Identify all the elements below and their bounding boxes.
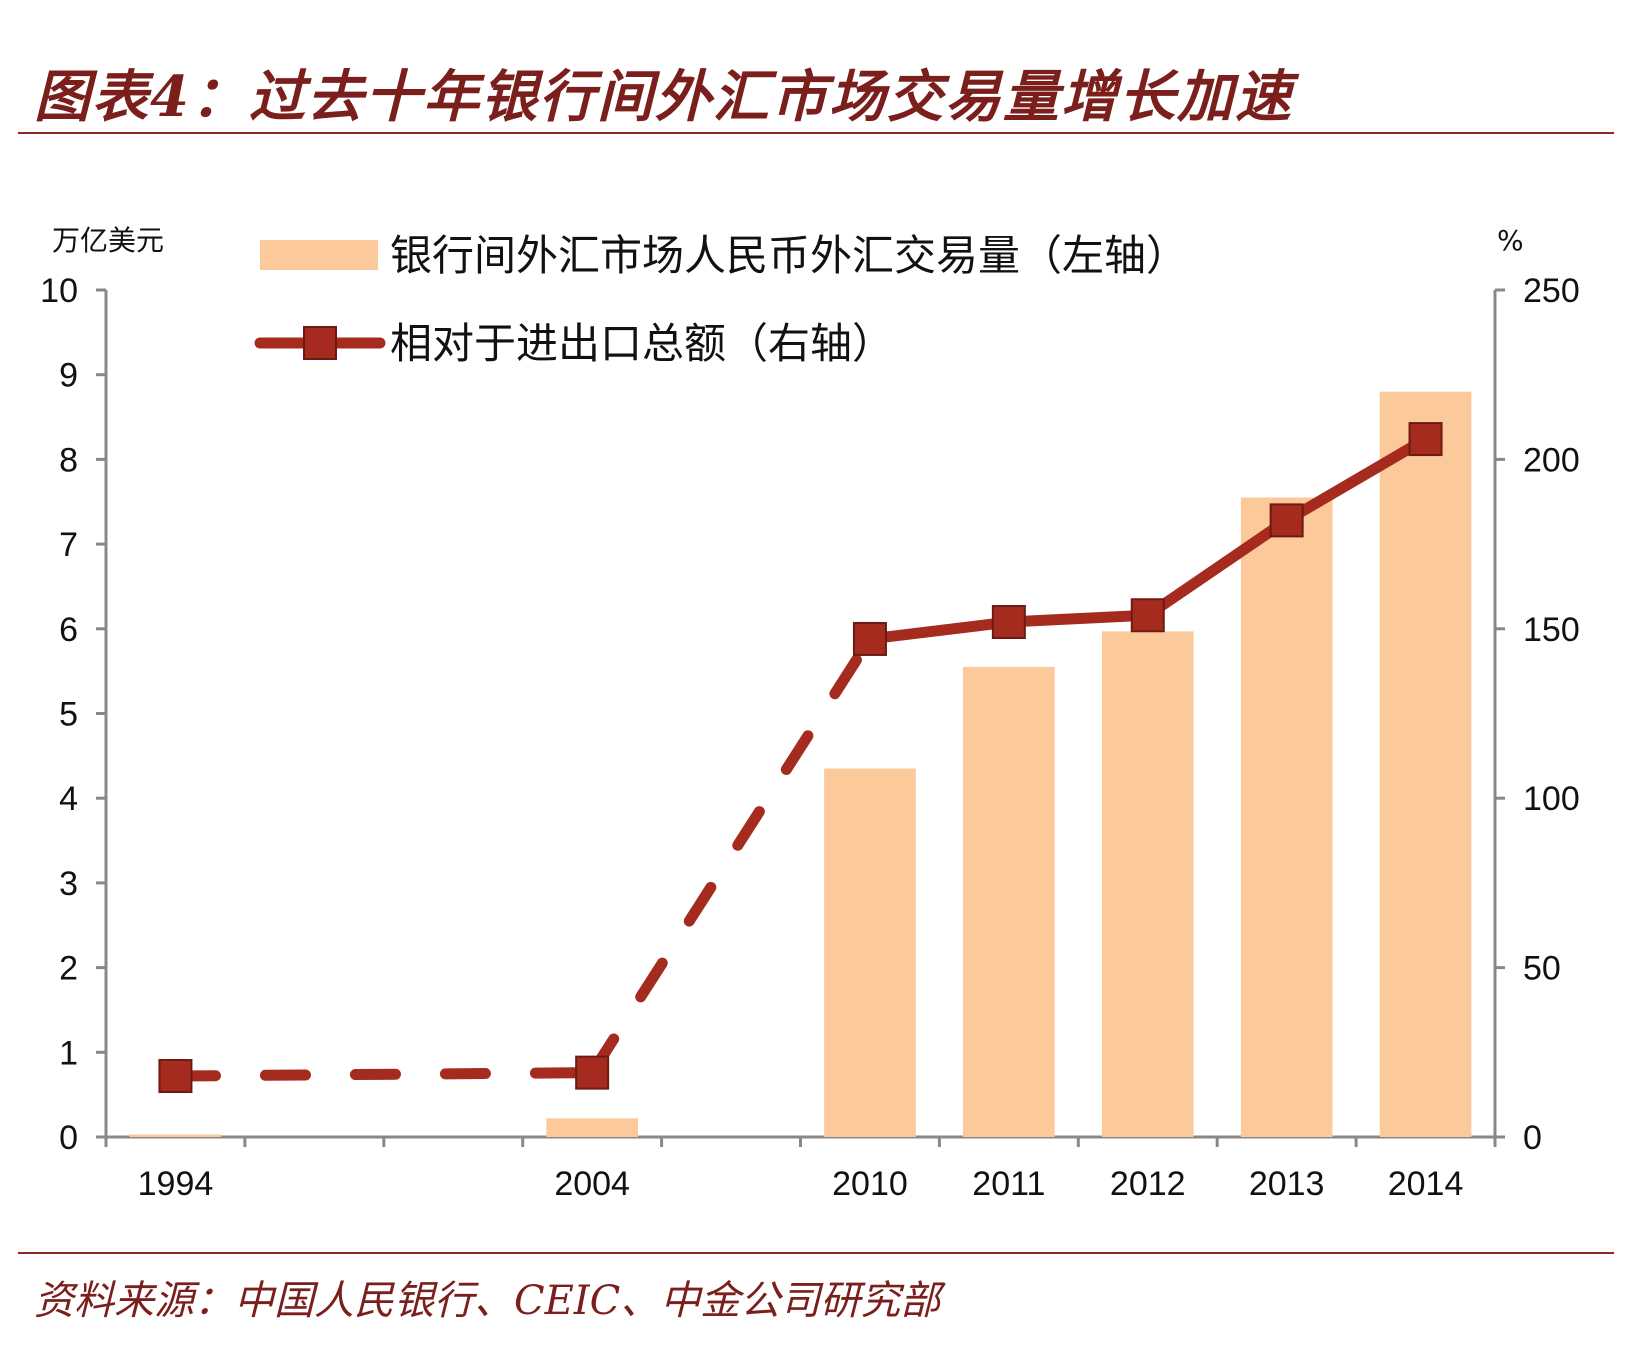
- bar-2010: [824, 768, 916, 1137]
- right-axis-tick-label: 100: [1523, 780, 1580, 818]
- left-axis-tick-label: 7: [59, 526, 78, 564]
- x-axis-tick-label: 1994: [138, 1165, 214, 1203]
- bars-group: [129, 391, 1472, 1137]
- line-segment: [1142, 514, 1293, 621]
- line-segment-dashed: [169, 1067, 598, 1082]
- chart-svg: 0 1 2 3 4 5 6 7 8 9 10 万亿美元 0 50 100 150 200 250% 1994 2004…: [40, 224, 1580, 1203]
- line-group: [158, 422, 1443, 1094]
- left-axis-tick-label: 5: [59, 696, 78, 734]
- left-axis-tick-label: 6: [59, 611, 78, 649]
- bar-2014: [1379, 391, 1472, 1137]
- x-axis-tick-label: 2012: [1110, 1165, 1186, 1203]
- source-divider: [18, 1252, 1614, 1254]
- point-2011: [991, 605, 1026, 640]
- right-axis-tick-label: 150: [1523, 611, 1580, 649]
- x-axis-tick-label: 2013: [1249, 1165, 1325, 1203]
- point-2014: [1408, 422, 1443, 457]
- right-axis-tick-label: 200: [1523, 441, 1580, 479]
- line-segment: [1281, 433, 1432, 526]
- right-axis-tick-label: 250: [1523, 272, 1580, 310]
- point-2013: [1269, 503, 1304, 538]
- title-divider: [18, 132, 1614, 134]
- legend-bar-swatch: [260, 240, 378, 270]
- left-axis-unit: 万亿美元: [52, 224, 164, 257]
- source-note: 资料来源：中国人民银行、CEIC、中金公司研究部: [34, 1278, 941, 1324]
- x-axis-tick-label: 2004: [554, 1165, 630, 1203]
- left-axis-tick-label: 9: [59, 357, 78, 395]
- legend-bar-label: 银行间外汇市场人民币外汇交易量（左轴）: [390, 231, 1188, 280]
- line-segment-dashed: [586, 633, 876, 1079]
- point-2004: [575, 1055, 610, 1090]
- bar-2004: [546, 1118, 638, 1137]
- bar-2012: [1101, 631, 1194, 1137]
- left-axis-tick-label: 0: [59, 1119, 78, 1157]
- right-axis-tick-label: 50: [1523, 950, 1561, 988]
- x-axis-tick-label: 2010: [832, 1165, 908, 1203]
- x-axis-tick-label: 2014: [1388, 1165, 1464, 1203]
- x-axis-tick-label: 2011: [972, 1165, 1045, 1203]
- bar-2011: [963, 666, 1055, 1137]
- left-axis-tick-label: 8: [59, 441, 78, 479]
- left-axis-tick-label: 1: [59, 1034, 78, 1072]
- point-2012: [1130, 598, 1165, 633]
- left-axis-tick-label: 2: [59, 950, 78, 988]
- left-axis-tick-label: 3: [59, 865, 78, 903]
- bar-1994: [129, 1134, 222, 1137]
- chart-title: 图表4：过去十年银行间外汇市场交易量增长加速: [34, 64, 1293, 130]
- point-2010: [852, 621, 887, 656]
- legend-line-marker: [303, 326, 337, 360]
- left-axis-tick-label: 4: [59, 780, 78, 818]
- right-axis-unit: %: [1497, 224, 1524, 257]
- legend-line-label: 相对于进出口总额（右轴）: [390, 319, 894, 368]
- legend-group: 银行间外汇市场人民币外汇交易量（左轴） 相对于进出口总额（右轴）: [254, 231, 1188, 368]
- left-axis-tick-label: 10: [40, 272, 78, 310]
- axes-group: 0 1 2 3 4 5 6 7 8 9 10 万亿美元 0 50 100 150 200 250% 1994 2004…: [40, 224, 1580, 1203]
- line-segment: [1003, 609, 1154, 628]
- right-axis-tick-label: 0: [1523, 1119, 1542, 1157]
- point-1994: [158, 1059, 193, 1094]
- line-segment: [864, 616, 1015, 645]
- bar-2013: [1240, 497, 1333, 1137]
